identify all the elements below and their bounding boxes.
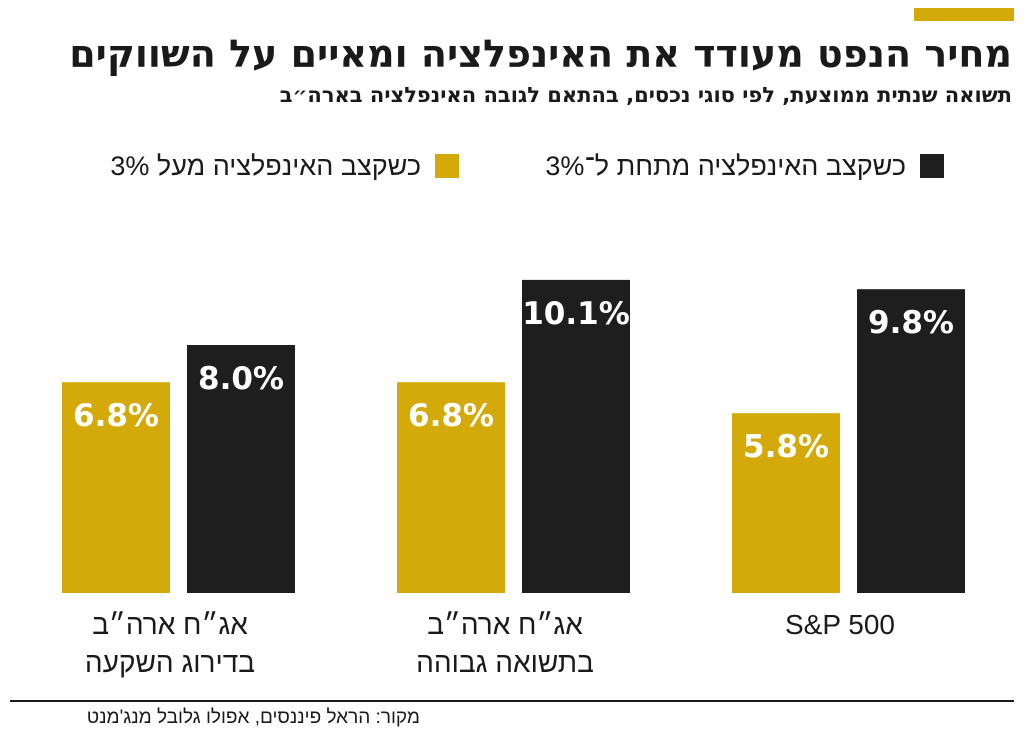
legend-swatch-below-3: [920, 154, 944, 178]
category-label-0: אג״ח ארה״ב בדירוג השקעה: [20, 606, 320, 682]
footer-divider: [10, 700, 1014, 702]
bar-value-label: 10.1%: [522, 296, 630, 332]
bar-above-3-cat-2: [732, 413, 840, 593]
category-label-line: בתשואה גבוהה: [416, 647, 594, 678]
bar-below-3-cat-1: [522, 279, 630, 593]
bar-value-label: 8.0%: [198, 361, 284, 397]
bar-above-3-cat-0: [62, 382, 170, 593]
source-note: מקור: הראל פיננסים, אפולו גלובל מנג'מנט: [86, 707, 420, 728]
legend-item-below-3: כשקצב האינפלציה מתחת ל־3%: [545, 148, 944, 184]
legend-label-above-3: כשקצב האינפלציה מעל 3%: [110, 150, 421, 181]
legend-label-below-3: כשקצב האינפלציה מתחת ל־3%: [545, 150, 906, 181]
category-label-line: אג״ח ארה״ב: [92, 609, 248, 640]
category-label-2: S&P 500: [690, 606, 990, 644]
bar-value-label: 9.8%: [868, 305, 954, 341]
legend-item-above-3: כשקצב האינפלציה מעל 3%: [110, 148, 459, 184]
accent-bar: [914, 8, 1014, 21]
bar-value-label: 5.8%: [743, 429, 829, 465]
category-label-1: אג״ח ארה״ב בתשואה גבוהה: [355, 606, 655, 682]
bar-below-3-cat-0: [187, 345, 295, 593]
chart-title: מחיר הנפט מעודד את האינפלציה ומאיים על ה…: [69, 32, 1012, 76]
chart-subtitle: תשואה שנתית ממוצעת, לפי סוגי נכסים, בהתא…: [279, 83, 1012, 107]
bar-value-label: 6.8%: [408, 398, 494, 434]
category-label-line: S&P 500: [784, 609, 896, 640]
bar-value-label: 6.8%: [73, 398, 159, 434]
legend-swatch-above-3: [435, 154, 459, 178]
category-label-line: אג״ח ארה״ב: [427, 609, 583, 640]
bar-above-3-cat-1: [397, 382, 505, 593]
category-label-line: בדירוג השקעה: [84, 647, 256, 678]
bar-below-3-cat-2: [857, 289, 965, 593]
